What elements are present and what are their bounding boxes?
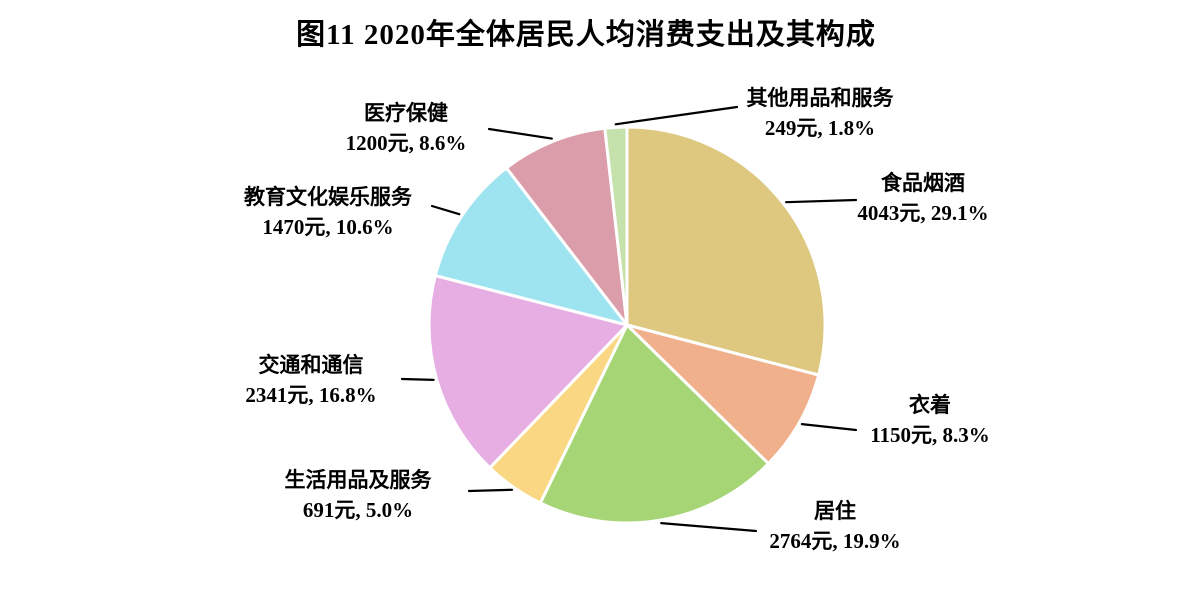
pie-slice-5 [433, 166, 629, 327]
slice-value: 2764元, 19.9% [769, 529, 901, 553]
slice-label-3: 生活用品及服务 691元, 5.0% [198, 465, 518, 525]
leader-line-5 [430, 204, 461, 216]
slice-value: 1150元, 8.3% [870, 423, 990, 447]
slice-value: 249元, 1.8% [764, 116, 876, 140]
slice-value: 1200元, 8.6% [345, 131, 467, 155]
slice-value: 2341元, 16.8% [245, 383, 377, 407]
pie-slice-1 [625, 323, 821, 466]
pie-slice-2 [538, 323, 770, 525]
slice-name: 其他用品和服务 [746, 86, 894, 110]
slice-name: 生活用品及服务 [284, 468, 432, 492]
slice-label-4: 交通和通信 2341元, 16.8% [151, 350, 471, 410]
pie-slice-0 [625, 125, 827, 377]
slice-name: 医疗保健 [364, 101, 448, 125]
slice-label-7: 其他用品和服务 249元, 1.8% [660, 83, 980, 143]
slice-name: 交通和通信 [258, 353, 364, 377]
slice-label-5: 教育文化娱乐服务 1470元, 10.6% [168, 182, 488, 242]
chart-title: 图11 2020年全体居民人均消费支出及其构成 [296, 19, 876, 51]
slice-label-6: 医疗保健 1200元, 8.6% [246, 98, 566, 158]
slice-name: 居住 [814, 499, 856, 523]
slice-label-1: 衣着 1150元, 8.3% [770, 390, 1090, 450]
leader-line-3 [467, 488, 514, 493]
slice-label-2: 居住 2764元, 19.9% [675, 496, 995, 556]
slice-value: 691元, 5.0% [302, 498, 414, 522]
leader-line-0 [785, 198, 858, 204]
leader-line-4 [400, 377, 435, 381]
slice-value: 4043元, 29.1% [857, 201, 989, 225]
pie-slice-7 [603, 125, 629, 327]
leader-line-1 [800, 423, 858, 432]
slice-name: 教育文化娱乐服务 [244, 185, 412, 209]
leader-line-2 [660, 522, 758, 533]
pie-slice-6 [504, 126, 629, 327]
slice-name: 食品烟酒 [881, 171, 965, 195]
slice-value: 1470元, 10.6% [262, 215, 394, 239]
leader-line-6 [487, 127, 553, 140]
leader-line-7 [614, 105, 739, 126]
slice-name: 衣着 [909, 393, 951, 417]
slice-label-0: 食品烟酒 4043元, 29.1% [763, 168, 1083, 228]
pie-slice-4 [427, 274, 629, 470]
